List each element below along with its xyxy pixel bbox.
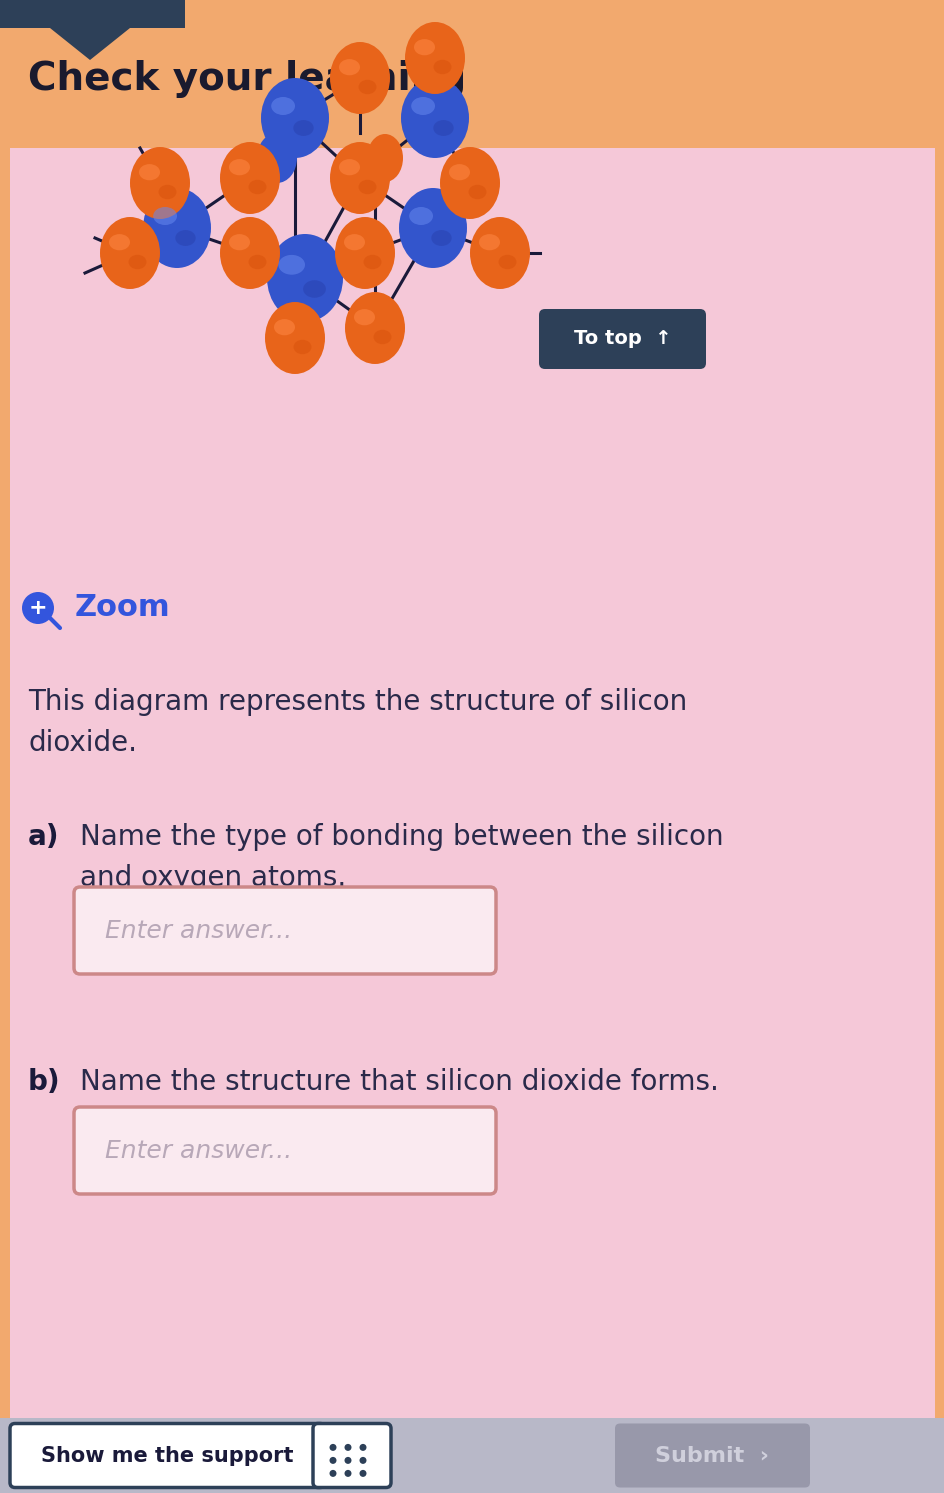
- Ellipse shape: [405, 22, 464, 94]
- Circle shape: [22, 593, 54, 624]
- Ellipse shape: [159, 185, 177, 199]
- Ellipse shape: [109, 234, 130, 251]
- Ellipse shape: [228, 160, 250, 175]
- Ellipse shape: [293, 119, 313, 136]
- Ellipse shape: [257, 133, 296, 184]
- Bar: [934, 148, 944, 1418]
- Ellipse shape: [334, 216, 395, 290]
- Bar: [0, 148, 944, 1418]
- Ellipse shape: [358, 79, 376, 94]
- Ellipse shape: [468, 185, 486, 199]
- Ellipse shape: [294, 340, 312, 354]
- Text: Enter answer...: Enter answer...: [105, 1139, 292, 1163]
- Ellipse shape: [339, 60, 360, 75]
- Ellipse shape: [363, 255, 381, 269]
- Ellipse shape: [176, 230, 195, 246]
- FancyBboxPatch shape: [312, 1423, 391, 1487]
- Ellipse shape: [479, 234, 499, 251]
- Ellipse shape: [248, 179, 266, 194]
- Ellipse shape: [274, 320, 295, 336]
- Bar: [0, 0, 185, 28]
- FancyBboxPatch shape: [538, 309, 705, 369]
- Polygon shape: [50, 28, 130, 60]
- Circle shape: [359, 1444, 366, 1451]
- Ellipse shape: [278, 255, 305, 275]
- Text: To top  ↑: To top ↑: [573, 330, 670, 348]
- Text: This diagram represents the structure of silicon
dioxide.: This diagram represents the structure of…: [28, 688, 686, 757]
- Ellipse shape: [354, 309, 375, 325]
- Ellipse shape: [143, 188, 211, 269]
- Circle shape: [345, 1457, 351, 1465]
- Bar: [0, 148, 10, 1418]
- Ellipse shape: [344, 234, 364, 251]
- Ellipse shape: [440, 146, 499, 219]
- Ellipse shape: [433, 60, 451, 75]
- Text: Submit  ›: Submit ›: [654, 1445, 768, 1466]
- Ellipse shape: [411, 97, 434, 115]
- FancyBboxPatch shape: [74, 887, 496, 973]
- Ellipse shape: [398, 188, 466, 269]
- Text: Enter answer...: Enter answer...: [105, 920, 292, 944]
- Ellipse shape: [271, 97, 295, 115]
- Ellipse shape: [153, 208, 177, 225]
- Ellipse shape: [228, 234, 250, 251]
- Circle shape: [345, 1471, 351, 1477]
- Circle shape: [359, 1471, 366, 1477]
- Ellipse shape: [430, 230, 451, 246]
- Ellipse shape: [345, 293, 405, 364]
- Ellipse shape: [329, 142, 390, 213]
- Bar: [0, 1418, 944, 1493]
- Ellipse shape: [261, 78, 329, 158]
- Text: +: +: [28, 599, 47, 618]
- Ellipse shape: [100, 216, 160, 290]
- Circle shape: [359, 1457, 366, 1465]
- Text: b): b): [28, 1067, 60, 1096]
- Text: Check your learning: Check your learning: [28, 60, 465, 99]
- Ellipse shape: [433, 119, 453, 136]
- Circle shape: [329, 1444, 336, 1451]
- Circle shape: [329, 1471, 336, 1477]
- Ellipse shape: [498, 255, 516, 269]
- Ellipse shape: [329, 42, 390, 113]
- Ellipse shape: [267, 234, 343, 322]
- FancyBboxPatch shape: [74, 1106, 496, 1194]
- FancyBboxPatch shape: [615, 1423, 809, 1487]
- Ellipse shape: [220, 142, 279, 213]
- Text: Name the type of bonding between the silicon
and oxygen atoms.: Name the type of bonding between the sil…: [80, 823, 723, 893]
- Ellipse shape: [220, 216, 279, 290]
- Circle shape: [329, 1457, 336, 1465]
- Ellipse shape: [128, 255, 146, 269]
- Ellipse shape: [358, 179, 376, 194]
- Ellipse shape: [248, 255, 266, 269]
- Ellipse shape: [303, 281, 326, 297]
- Ellipse shape: [413, 39, 434, 55]
- Ellipse shape: [264, 302, 325, 375]
- Text: Zoom: Zoom: [75, 594, 171, 623]
- Ellipse shape: [448, 164, 469, 181]
- Ellipse shape: [469, 216, 530, 290]
- Ellipse shape: [130, 146, 190, 219]
- Text: a): a): [28, 823, 59, 851]
- Ellipse shape: [139, 164, 160, 181]
- Circle shape: [345, 1444, 351, 1451]
- FancyBboxPatch shape: [10, 1423, 325, 1487]
- Ellipse shape: [339, 160, 360, 175]
- Ellipse shape: [373, 330, 391, 345]
- Text: Name the structure that silicon dioxide forms.: Name the structure that silicon dioxide …: [80, 1067, 718, 1096]
- Ellipse shape: [400, 78, 468, 158]
- Ellipse shape: [366, 134, 402, 182]
- Text: Show me the support: Show me the support: [41, 1445, 293, 1466]
- Ellipse shape: [409, 208, 432, 225]
